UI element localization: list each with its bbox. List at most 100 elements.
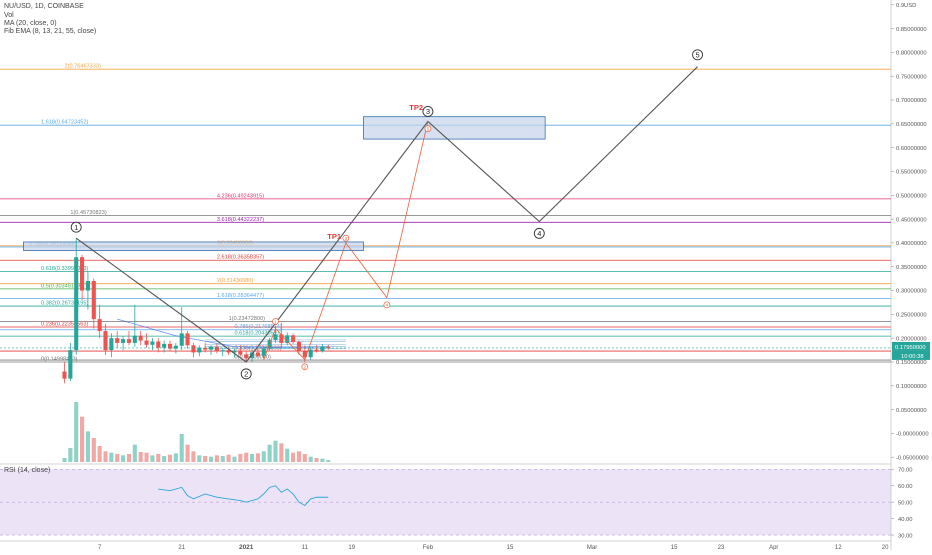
wave-label-main: 5 xyxy=(695,50,699,59)
target-zone xyxy=(363,116,546,140)
time-tick-label: 11 xyxy=(302,545,309,550)
volume-bar xyxy=(273,440,278,462)
candle-body xyxy=(197,347,202,353)
price-tick-label: 0.85000000 xyxy=(896,27,927,33)
volume-bar xyxy=(203,456,208,462)
volume-bar xyxy=(167,454,173,462)
time-tick-label: 23 xyxy=(718,545,725,550)
elliott-wave-sub xyxy=(263,121,429,361)
volume-bar xyxy=(238,454,243,462)
wave-label-red-circle xyxy=(383,301,391,309)
candle-body xyxy=(214,346,219,352)
price-tick-label: 0.35000000 xyxy=(896,265,927,271)
wave-label-red-circle xyxy=(342,234,350,242)
target-zone xyxy=(23,241,364,251)
time-tick-label: 20 xyxy=(882,545,889,550)
price-tick-label: 0.60000000 xyxy=(896,146,927,152)
candle-body xyxy=(179,333,184,346)
fib-level-label: 2(0.31436680) xyxy=(217,278,254,284)
price-tick-label: 0.80000000 xyxy=(896,51,927,57)
wave-label-red: 5 xyxy=(427,126,430,131)
wave-label-main: 4 xyxy=(537,229,541,238)
candle-body xyxy=(162,343,167,348)
price-tick-label: 0.65000000 xyxy=(896,122,927,128)
candle-body xyxy=(85,281,90,291)
candle-body xyxy=(150,341,155,345)
wave-label-circle xyxy=(240,368,252,380)
legend-fib-ema[interactable]: Fib EMA (8, 13, 21, 55, close) xyxy=(4,28,97,35)
volume-bar xyxy=(91,438,96,462)
wave-label-main: 1 xyxy=(74,223,78,232)
legend-ma[interactable]: MA (20, close, 0) xyxy=(4,20,57,27)
price-tick-label: 0.75000000 xyxy=(896,74,927,80)
rsi-tick-label: 60.00 xyxy=(898,484,913,490)
candle-body xyxy=(167,343,173,349)
candle-body xyxy=(250,352,255,359)
candle-body xyxy=(238,350,243,355)
candle-body xyxy=(255,352,260,356)
candle-body xyxy=(121,339,126,343)
volume-bar xyxy=(191,451,196,462)
candle-body xyxy=(74,257,79,351)
volume-bar xyxy=(109,452,114,462)
time-tick-label: 2021 xyxy=(239,544,254,550)
wave-label-red-circle xyxy=(424,125,432,132)
wave-label-red: 4 xyxy=(386,303,389,308)
volume-bar xyxy=(85,431,90,462)
time-tick-label: 7 xyxy=(98,545,102,550)
legend-symbol[interactable]: NU/USD, 1D, COINBASE xyxy=(4,3,84,10)
fib-level-label: 1(0.45730823) xyxy=(70,210,107,216)
target-label: TP2 xyxy=(409,103,423,112)
price-tick-label: 0.50000000 xyxy=(896,193,927,199)
fib-level-label: 0.5(0.30346179) xyxy=(41,283,82,289)
time-tick-label: 12 xyxy=(835,545,842,550)
volume-bar xyxy=(162,456,167,462)
volume-bar xyxy=(62,458,67,462)
rsi-line xyxy=(158,485,329,507)
current-price-label: 0.17950000 xyxy=(895,345,926,351)
candle-body xyxy=(226,350,231,353)
time-tick-label: 15 xyxy=(507,545,514,550)
candle-body xyxy=(103,331,108,351)
fib-level-label: 2(0.76467333) xyxy=(64,64,101,70)
rsi-tick-label: 70.00 xyxy=(898,467,913,473)
rsi-tick-label: 50.00 xyxy=(898,500,913,506)
candle-body xyxy=(320,346,325,352)
legend-vol[interactable]: Vol xyxy=(4,12,14,19)
countdown-badge xyxy=(892,350,930,360)
wave-label-circle xyxy=(422,106,434,117)
volume-bar xyxy=(308,456,313,462)
candle-body xyxy=(132,335,137,343)
candle-body xyxy=(208,346,214,350)
volume-bar xyxy=(126,454,132,462)
volume-bar xyxy=(115,454,120,462)
fib-level-label: 0.618(0.33991043) xyxy=(41,266,88,272)
wave-label-circle xyxy=(70,221,82,233)
price-tick-label: 0.05000000 xyxy=(896,408,927,414)
candle-body xyxy=(191,345,196,353)
fib-level-label: 0.382(0.26738195) xyxy=(41,301,88,307)
candle-body xyxy=(109,338,114,351)
wave-label-circle xyxy=(533,227,545,239)
candle-body xyxy=(62,371,67,379)
volume-bar xyxy=(97,446,102,462)
time-tick-label: Apr xyxy=(769,545,778,550)
volume-bar xyxy=(285,448,290,462)
candle-body xyxy=(261,348,266,356)
fib-level-label: 4.236(0.49243915) xyxy=(217,193,264,199)
candle-body xyxy=(291,335,296,342)
volume-bar xyxy=(173,453,178,462)
candle-body xyxy=(126,339,132,343)
volume-bar xyxy=(296,451,302,462)
volume-bar xyxy=(150,455,155,462)
price-tick-label: 0.15000000 xyxy=(896,360,927,366)
wave-label-red-circle xyxy=(301,363,309,371)
volume-bar xyxy=(103,451,108,462)
fib-level-label: 0(0.14998413) xyxy=(41,356,78,362)
candle-body xyxy=(326,346,331,348)
legend-rsi[interactable]: RSI (14, close) xyxy=(4,467,51,474)
current-price-badge xyxy=(892,341,930,351)
volume-bar xyxy=(68,448,73,462)
